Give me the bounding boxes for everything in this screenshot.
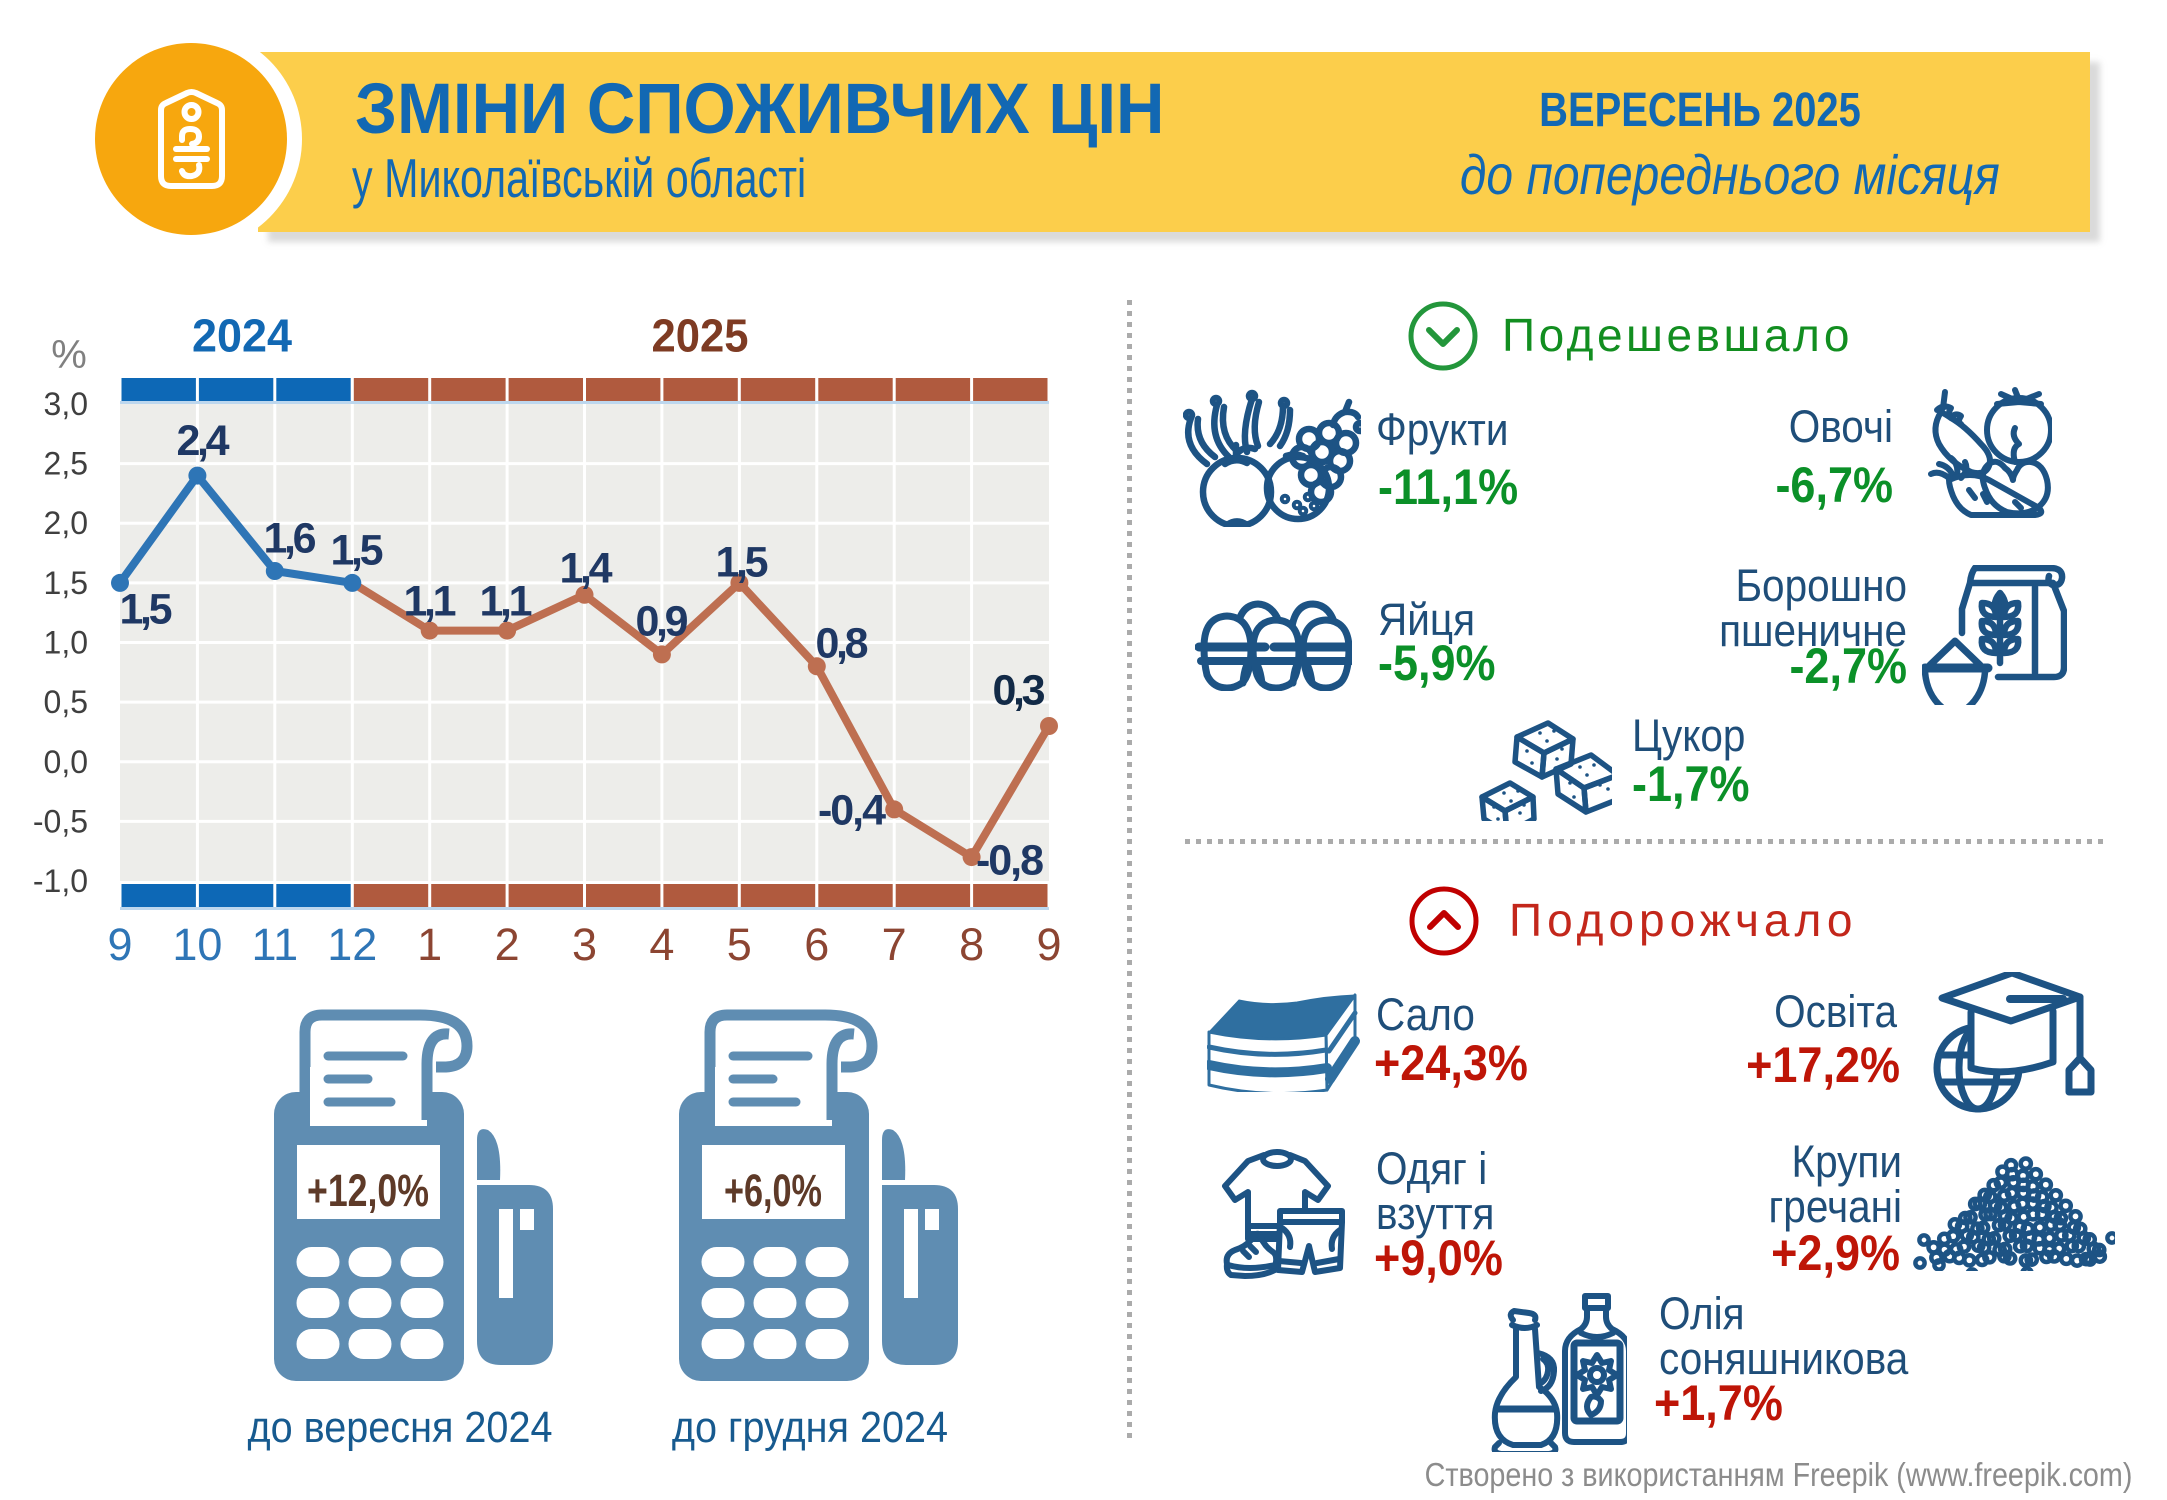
svg-text:2,5: 2,5 [44, 446, 88, 482]
svg-text:0,5: 0,5 [44, 684, 88, 720]
svg-text:1,0: 1,0 [44, 625, 88, 661]
svg-text:2025: 2025 [652, 310, 749, 362]
svg-text:7: 7 [882, 919, 907, 970]
svg-text:6: 6 [804, 919, 829, 970]
svg-text:1,5: 1,5 [331, 527, 384, 575]
svg-text:10: 10 [172, 919, 222, 970]
svg-text:9: 9 [107, 919, 132, 970]
svg-text:1,1: 1,1 [404, 578, 457, 626]
svg-text:1,5: 1,5 [716, 539, 769, 587]
svg-text:1,5: 1,5 [44, 565, 88, 601]
svg-text:1,4: 1,4 [560, 545, 613, 593]
svg-text:2: 2 [495, 919, 520, 970]
svg-text:8: 8 [959, 919, 984, 970]
svg-text:1,1: 1,1 [480, 578, 533, 626]
svg-text:3,0: 3,0 [44, 386, 88, 422]
svg-text:0,3: 0,3 [993, 667, 1046, 715]
svg-text:0,0: 0,0 [44, 744, 88, 780]
svg-text:1,5: 1,5 [120, 586, 173, 634]
svg-text:-1,0: -1,0 [33, 863, 88, 899]
svg-text:%: % [51, 333, 87, 377]
svg-text:4: 4 [649, 919, 674, 970]
svg-text:2,0: 2,0 [44, 505, 88, 541]
svg-text:1,6: 1,6 [264, 515, 317, 563]
svg-text:-0,4: -0,4 [818, 787, 886, 835]
svg-text:+6,0%: +6,0% [724, 1165, 822, 1216]
svg-text:11: 11 [251, 919, 298, 970]
svg-text:9: 9 [1036, 919, 1061, 970]
svg-text:1: 1 [417, 919, 442, 970]
svg-text:2,4: 2,4 [177, 417, 230, 465]
svg-text:-0,5: -0,5 [33, 803, 88, 839]
svg-text:5: 5 [727, 919, 752, 970]
svg-text:0,8: 0,8 [816, 620, 869, 668]
svg-text:0,9: 0,9 [636, 598, 689, 646]
svg-text:3: 3 [572, 919, 597, 970]
svg-text:12: 12 [327, 919, 377, 970]
svg-text:-0,8: -0,8 [976, 837, 1044, 885]
svg-text:+12,0%: +12,0% [307, 1165, 429, 1216]
svg-text:2024: 2024 [192, 310, 292, 362]
